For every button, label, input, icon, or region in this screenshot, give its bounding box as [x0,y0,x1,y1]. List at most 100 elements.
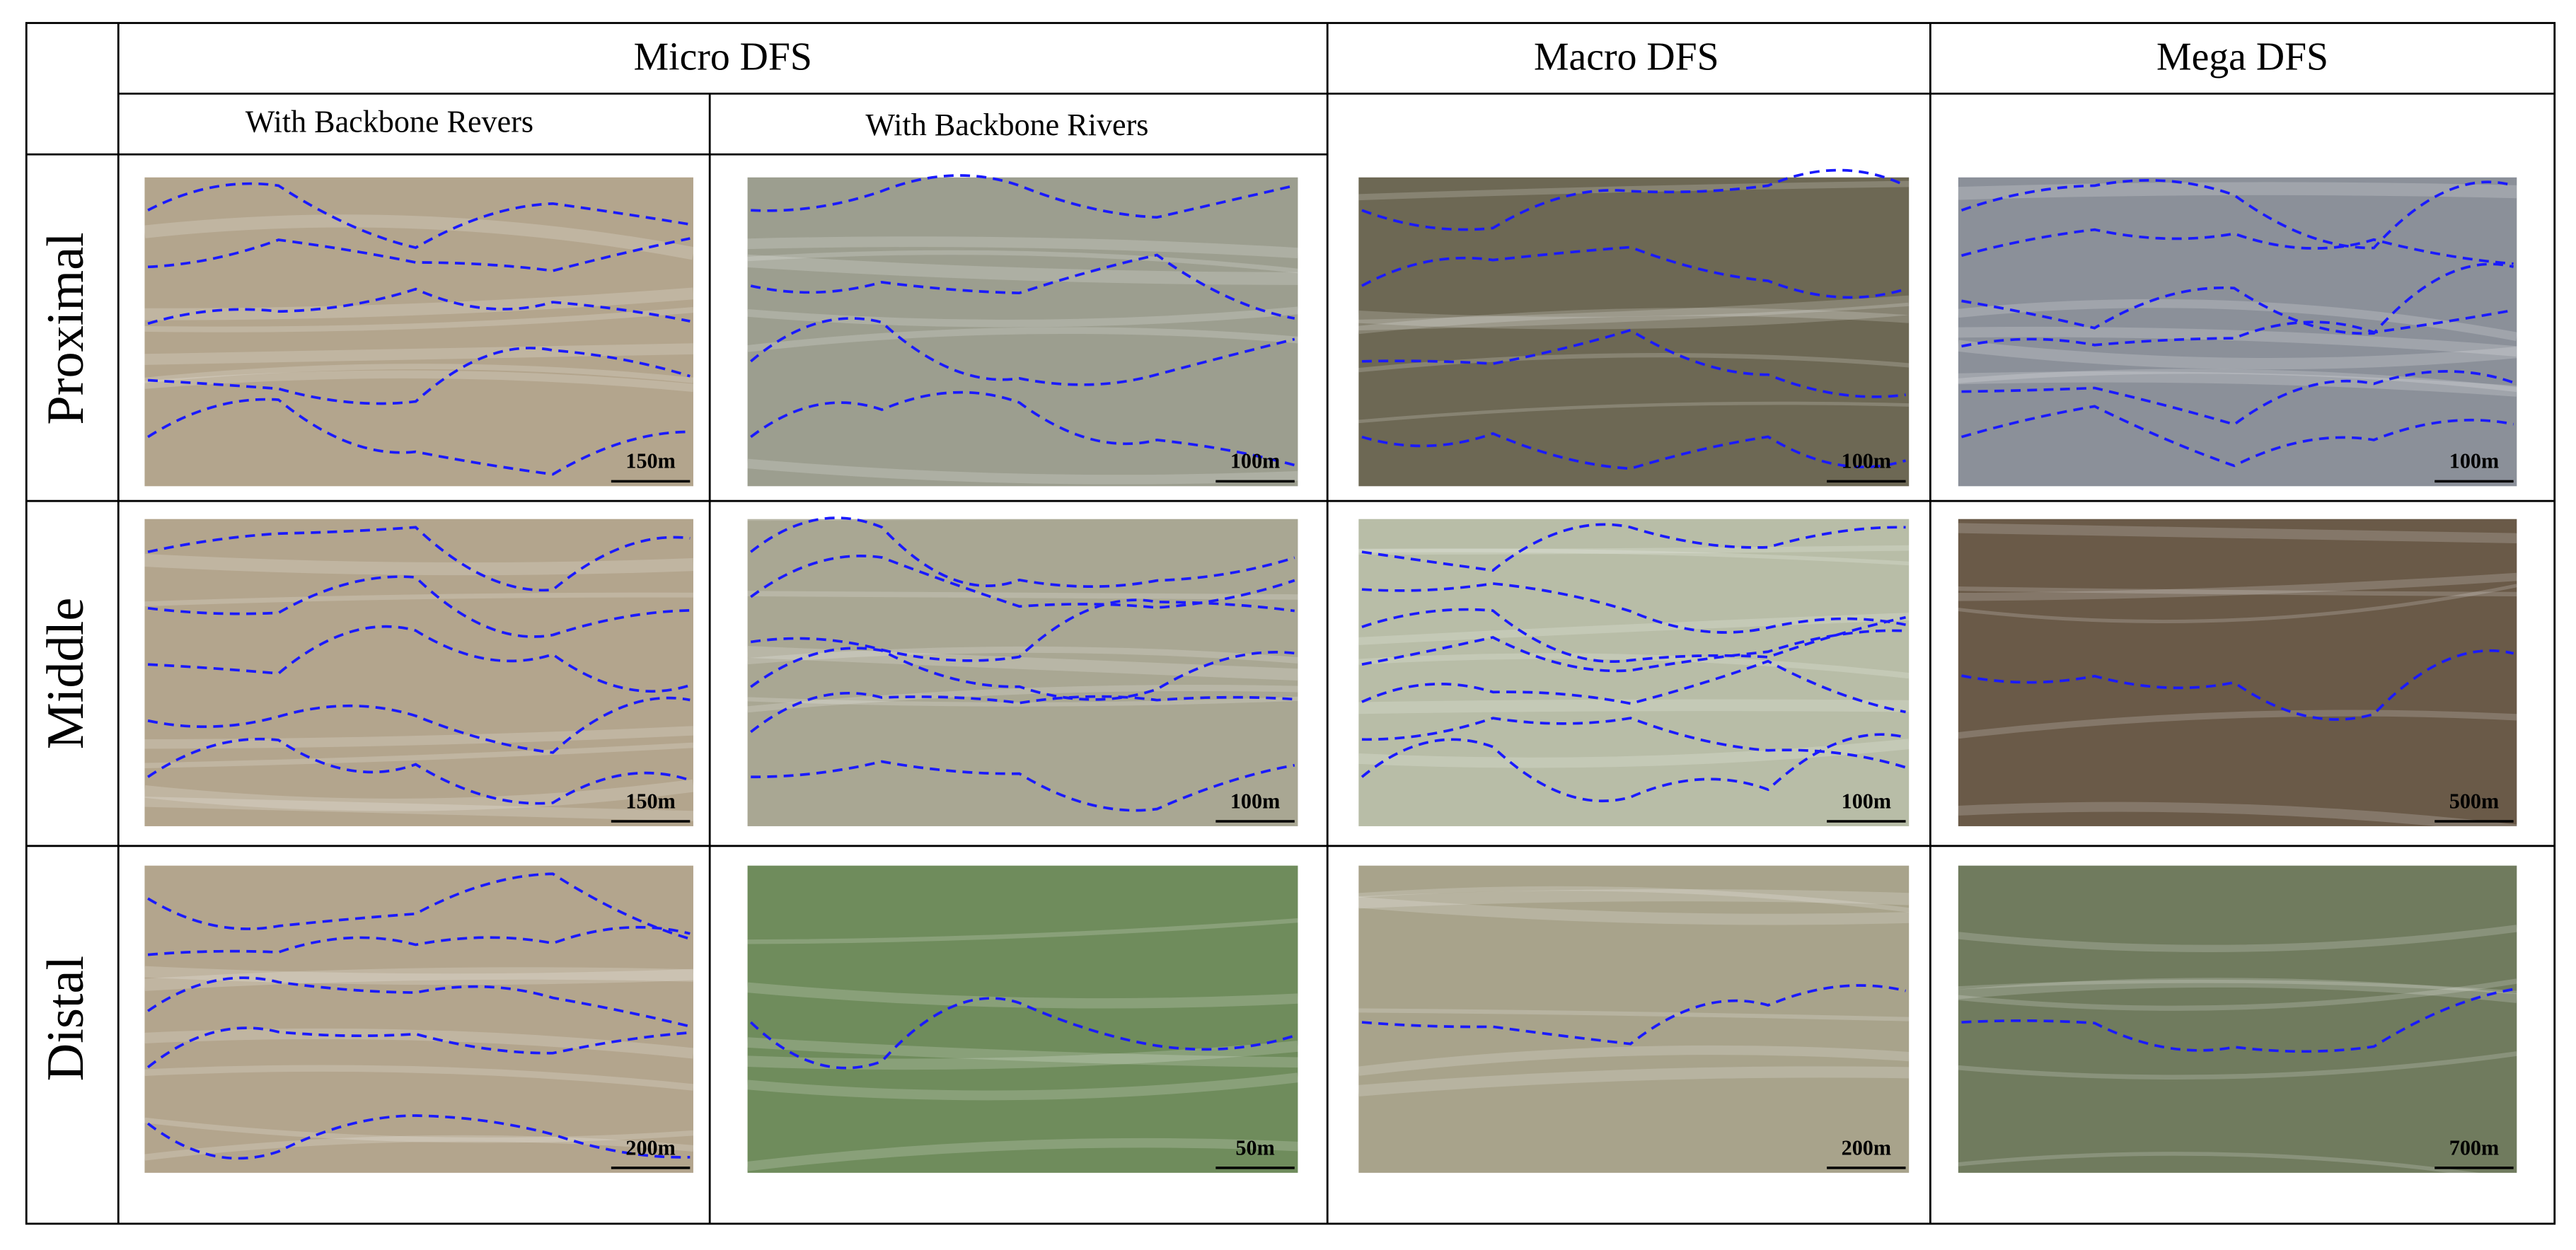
terrain-texture [1358,1008,1910,1022]
channel-path [1361,733,1906,803]
terrain-texture [144,1135,694,1161]
image-area [1358,865,1910,1173]
satellite-image: 50m [746,865,1299,1173]
channel-path [1961,262,2514,335]
channel-path [750,516,1295,589]
terrain-texture [1358,613,1910,645]
image-area [747,177,1298,487]
terrain-texture [1958,1051,2517,1080]
terrain-texture [1958,584,2517,624]
terrain-texture [747,236,1298,259]
terrain-texture [1958,979,2517,995]
terrain-texture [1958,925,2517,952]
terrain-texture [144,592,693,607]
terrain-texture [746,982,1298,1009]
terrain-texture [747,327,1298,352]
terrain-texture [746,1072,1299,1101]
satellite-image: 100m [747,515,1298,826]
channel-path [751,174,1295,219]
terrain-texture [1958,710,2517,739]
channel-path [749,997,1295,1070]
satellite-image: 500m [1958,519,2518,835]
satellite-image: 150m [144,519,695,826]
channel-path [750,555,1295,609]
terrain-texture [1358,548,1910,566]
channel-path [1960,179,2514,250]
image-area [144,519,693,826]
terrain-texture [1358,739,1910,768]
channel-path [147,696,691,754]
terrain-texture [747,685,1298,713]
channel-path [750,390,1295,467]
channel-path [1361,328,1906,398]
image-area [1358,177,1910,487]
scale-label: 100m [1230,449,1280,473]
terrain-texture [144,1065,694,1091]
terrain-texture [144,779,695,811]
scale-label: 700m [2449,1135,2499,1159]
sub-header: With Backbone Rivers [865,108,1148,142]
satellite-image: 200m [144,865,694,1173]
terrain-texture [1358,295,1910,331]
terrain-texture [144,553,694,576]
terrain-texture [1958,586,2517,597]
channel-path [750,253,1295,320]
terrain-texture [144,370,694,392]
terrain-texture [1358,1045,1910,1076]
image-area [144,865,693,1173]
terrain-texture [1358,886,1910,913]
terrain-texture [1358,308,1910,335]
channel-path [750,647,1295,701]
satellite-image: 100m [1358,519,1910,826]
channel-path [1361,659,1906,714]
channel-path [146,1114,691,1160]
image-area [1958,519,2517,826]
channel-path [1361,629,1906,673]
terrain-texture [1958,523,2517,543]
image-area [747,519,1298,826]
channel-path [1361,984,1906,1046]
terrain-texture [747,306,1298,328]
channel-path [1960,405,2514,468]
terrain-texture [1957,340,2518,370]
channel-path [147,925,691,956]
channel-path [147,182,691,250]
terrain-texture [746,458,1298,485]
terrain-texture [747,696,1298,707]
channel-path [1961,649,2514,721]
row-label: Proximal [37,232,95,424]
terrain-texture [1958,572,2517,601]
terrain-texture [1358,889,1910,909]
scale-label: 200m [1842,1135,1891,1159]
channel-path [147,287,691,325]
terrain-texture [1358,401,1910,424]
table-border [25,22,2556,1225]
terrain-texture [1358,896,1910,925]
group-header: Mega DFS [2156,35,2328,79]
row-label: Distal [37,956,95,1081]
terrain-texture [746,1138,1298,1171]
channel-path [147,526,691,592]
terrain-texture [747,646,1298,681]
channel-path [1361,245,1907,299]
channel-path [146,1026,691,1069]
channel-path [147,398,691,476]
terrain-texture [747,918,1298,944]
satellite-image: 200m [1358,865,1910,1173]
terrain-texture [1358,653,1910,679]
channel-path [1361,432,1907,470]
image-area [1958,865,2517,1173]
terrain-texture [747,646,1298,665]
scale-label: 100m [1230,789,1280,813]
terrain-texture [747,254,1298,285]
terrain-texture [1358,699,1910,714]
scale-label: 150m [625,789,675,813]
terrain-texture [144,742,694,769]
channel-path [750,317,1295,386]
terrain-texture [747,1037,1298,1068]
terrain-texture [144,966,694,985]
terrain-texture [1958,371,2517,397]
scale-label: 100m [1842,449,1891,473]
channel-path [751,760,1295,812]
terrain-texture [1958,326,2517,357]
